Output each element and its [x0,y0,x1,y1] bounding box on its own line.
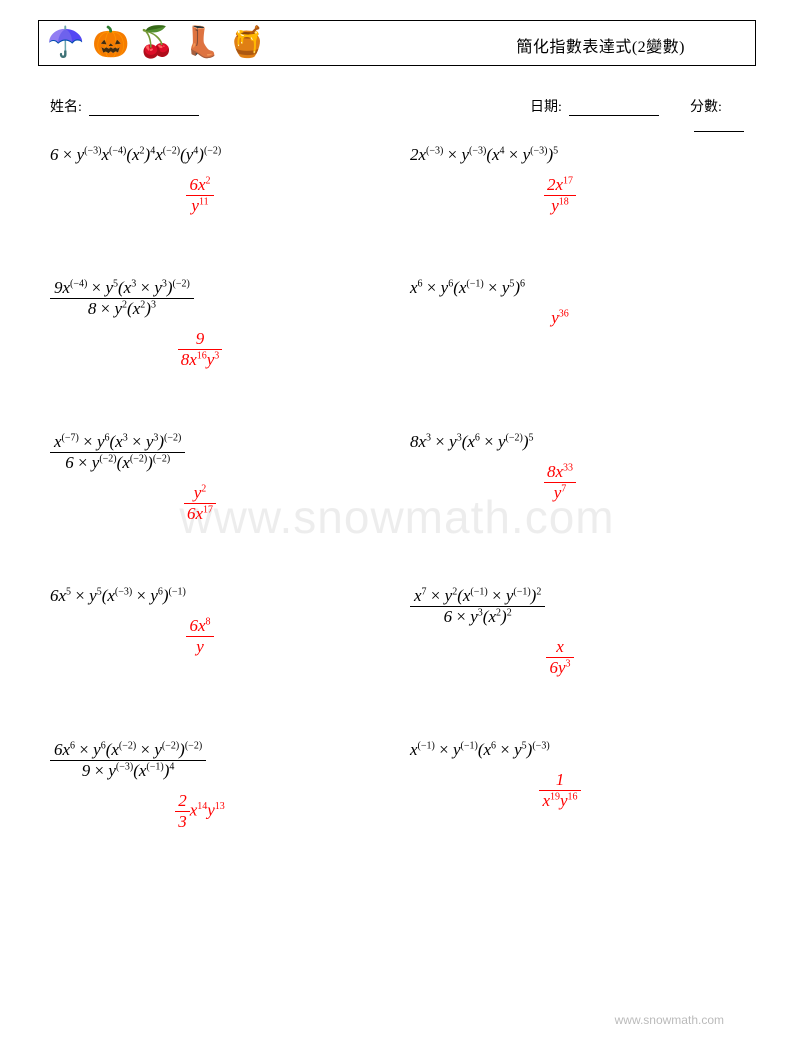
header-box: ☂️ 🎃 🍒 👢 🍯 簡化指數表達式(2變數) [38,20,756,66]
problem-row: x(−7) × y6(x3 × y3)(−2)6 × y(−2)(x(−2))(… [50,432,750,524]
jar-icon: 🍯 [228,28,265,58]
problem-answer: 2x17y18 [440,175,680,216]
problem-expression: x(−7) × y6(x3 × y3)(−2)6 × y(−2)(x(−2))(… [50,432,390,473]
problem-expression: x6 × y6(x(−1) × y5)6 [410,278,750,298]
footer-url: www.snowmath.com [615,1013,724,1027]
worksheet-page: ☂️ 🎃 🍒 👢 🍯 簡化指數表達式(2變數) 姓名: 日期: 分數: www.… [0,0,794,1053]
problem-cell: 6 × y(−3)x(−4)(x2)4x(−2)(y4)(−2) 6x2y11 [50,145,390,216]
problem-cell: 6x5 × y5(x(−3) × y6)(−1) 6x8y [50,586,390,678]
problem-answer: 8x33y7 [440,462,680,503]
problem-cell: x(−7) × y6(x3 × y3)(−2)6 × y(−2)(x(−2))(… [50,432,390,524]
problem-expression: x7 × y2(x(−1) × y(−1))26 × y3(x2)2 [410,586,750,627]
problem-answer: y26x17 [80,483,320,524]
problem-answer: 23x14y13 [80,791,320,832]
problem-row: 6x6 × y6(x(−2) × y(−2))(−2)9 × y(−3)(x(−… [50,740,750,832]
problem-expression: 6x5 × y5(x(−3) × y6)(−1) [50,586,390,606]
problem-expression: x(−1) × y(−1)(x6 × y5)(−3) [410,740,750,760]
problem-cell: 6x6 × y6(x(−2) × y(−2))(−2)9 × y(−3)(x(−… [50,740,390,832]
problems-grid: 6 × y(−3)x(−4)(x2)4x(−2)(y4)(−2) 6x2y11 2x… [50,145,750,894]
problem-answer: 1x19y16 [440,770,680,811]
pumpkin-icon: 🎃 [92,28,129,58]
problem-row: 6x5 × y5(x(−3) × y6)(−1) 6x8y x7 × y2(x(−1… [50,586,750,678]
problem-expression: 6x6 × y6(x(−2) × y(−2))(−2)9 × y(−3)(x(−… [50,740,390,781]
boot-icon: 👢 [183,28,220,58]
problem-expression: 8x3 × y3(x6 × y(−2))5 [410,432,750,452]
problem-answer: 98x16y3 [80,329,320,370]
problem-cell: x(−1) × y(−1)(x6 × y5)(−3) 1x19y16 [410,740,750,832]
problem-expression: 6 × y(−3)x(−4)(x2)4x(−2)(y4)(−2) [50,145,390,165]
name-blank[interactable] [89,103,199,116]
problem-cell: x6 × y6(x(−1) × y5)6 y36 [410,278,750,370]
cherries-icon: 🍒 [138,28,175,58]
problem-cell: 2x(−3) × y(−3)(x4 × y(−3))5 2x17y18 [410,145,750,216]
problem-expression: 9x(−4) × y5(x3 × y3)(−2)8 × y2(x2)3 [50,278,390,319]
score-label: 分數: [690,96,722,116]
header-icons: ☂️ 🎃 🍒 👢 🍯 [47,28,266,58]
score-blank[interactable] [694,119,744,132]
date-label: 日期: [530,96,562,116]
problem-cell: 9x(−4) × y5(x3 × y3)(−2)8 × y2(x2)3 98x16… [50,278,390,370]
problem-cell: 8x3 × y3(x6 × y(−2))5 8x33y7 [410,432,750,524]
name-label: 姓名: [50,96,82,116]
problem-expression: 2x(−3) × y(−3)(x4 × y(−3))5 [410,145,750,165]
problem-answer: y36 [440,308,680,328]
date-blank[interactable] [569,103,659,116]
umbrella-icon: ☂️ [47,28,84,58]
problem-answer: x6y3 [440,637,680,678]
problem-cell: x7 × y2(x(−1) × y(−1))26 × y3(x2)2 x6y3 [410,586,750,678]
meta-row: 姓名: 日期: 分數: [50,96,750,116]
worksheet-title: 簡化指數表達式(2變數) [516,33,685,57]
problem-row: 6 × y(−3)x(−4)(x2)4x(−2)(y4)(−2) 6x2y11 2x… [50,145,750,216]
problem-row: 9x(−4) × y5(x3 × y3)(−2)8 × y2(x2)3 98x16… [50,278,750,370]
problem-answer: 6x8y [80,616,320,657]
problem-answer: 6x2y11 [80,175,320,216]
